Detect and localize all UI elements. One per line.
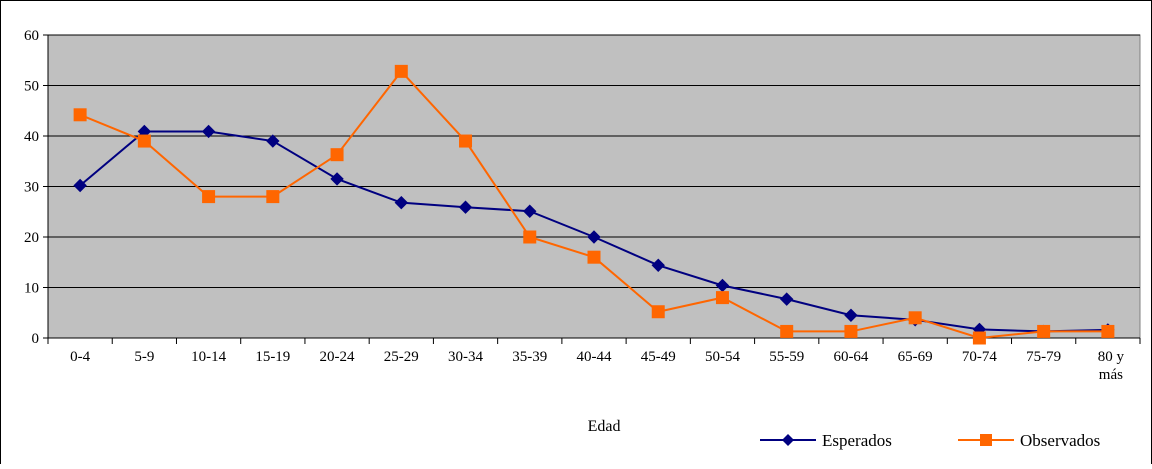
x-tick-label: 75-79: [1026, 349, 1061, 365]
legend-label: Observados: [1020, 431, 1100, 450]
y-tick-label: 20: [24, 230, 39, 246]
x-tick-label: 10-14: [191, 349, 226, 365]
data-point: [394, 195, 409, 210]
data-point: [523, 204, 537, 218]
data-point: [1101, 324, 1115, 338]
y-tick-label: 0: [32, 331, 40, 347]
data-point: [780, 324, 794, 338]
data-point: [266, 134, 280, 148]
data-point: [459, 134, 473, 148]
y-tick-label: 50: [24, 79, 39, 95]
x-tick-label: 15-19: [255, 349, 290, 365]
data-point: [844, 308, 858, 322]
data-point: [587, 230, 601, 244]
series-observados: [73, 64, 1115, 345]
x-tick-label: 30-34: [448, 349, 483, 365]
x-axis-title: Edad: [588, 418, 621, 435]
x-tick-label: 45-49: [641, 349, 676, 365]
data-point: [651, 258, 665, 272]
data-point: [715, 291, 729, 305]
legend-item: Observados: [958, 431, 1100, 450]
x-tick-label: 35-39: [512, 349, 547, 365]
legend-label: Esperados: [822, 431, 892, 450]
x-tick-label: 80 y más: [1098, 349, 1125, 383]
data-point: [201, 124, 216, 139]
x-tick-label: 50-54: [705, 349, 740, 365]
x-tick-label: 60-64: [833, 349, 868, 365]
axes: 0 10 20 30 40 50 60 0-4 5-9 10-14 15-19 20-24 25-29 3…: [24, 28, 1141, 383]
data-point: [458, 200, 473, 214]
data-point: [523, 230, 537, 244]
data-point: [73, 108, 87, 122]
legend-item: Esperados: [760, 431, 892, 450]
x-tick-label: 20-24: [320, 349, 355, 365]
series: [73, 64, 1115, 345]
y-tick-label: 60: [24, 28, 39, 44]
data-point: [1037, 324, 1051, 338]
data-point: [587, 250, 601, 264]
y-tick-label: 30: [24, 180, 39, 196]
legend: Esperados Observados: [760, 431, 1100, 450]
data-point: [266, 190, 280, 204]
data-point: [844, 324, 858, 338]
data-point: [330, 172, 344, 186]
legend-marker: [782, 434, 794, 446]
x-tick-label: 0-4: [70, 349, 90, 365]
data-point: [651, 305, 665, 319]
x-tick-label: 65-69: [898, 349, 933, 365]
x-tick-label: 25-29: [384, 349, 419, 365]
data-point: [137, 134, 151, 148]
data-point: [330, 148, 344, 162]
x-tick-label: 5-9: [134, 349, 154, 365]
data-point: [394, 64, 408, 78]
data-point: [202, 190, 216, 204]
y-tick-label: 10: [24, 281, 39, 297]
x-tick-label: 70-74: [962, 349, 997, 365]
x-tick-label: 40-44: [577, 349, 612, 365]
y-tick-label: 40: [24, 129, 39, 145]
x-tick-label: 55-59: [769, 349, 804, 365]
data-point: [73, 178, 87, 193]
data-point: [779, 292, 794, 306]
legend-marker: [980, 434, 992, 446]
data-point: [972, 331, 986, 345]
data-point: [908, 311, 922, 325]
